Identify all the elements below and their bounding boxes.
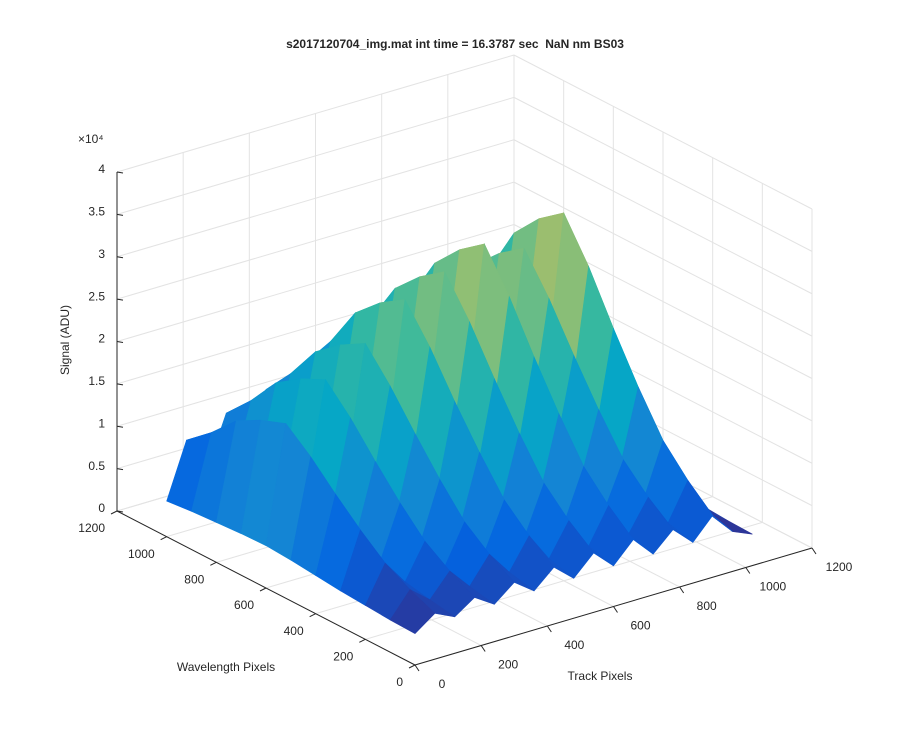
- tick-mark: [309, 613, 316, 618]
- tick-mark: [359, 638, 366, 643]
- y-axis-label: Wavelength Pixels: [177, 660, 275, 674]
- grid-line: [513, 54, 813, 210]
- x-tick-label: 400: [564, 638, 584, 652]
- surface-patch: [389, 589, 436, 635]
- x-tick-label: 200: [498, 658, 518, 672]
- y-tick-label: 600: [234, 598, 254, 612]
- tick-mark: [116, 256, 124, 259]
- z-tick-label: 2.5: [88, 289, 105, 303]
- z-tick-label: 1.5: [88, 374, 105, 388]
- grid-line: [116, 224, 515, 342]
- y-tick-label: 1200: [78, 521, 105, 535]
- tick-mark: [408, 664, 416, 669]
- y-tick-label: 400: [284, 624, 304, 638]
- tick-mark: [116, 171, 124, 174]
- grid-line: [513, 96, 813, 252]
- grid-line: [365, 521, 763, 640]
- grid-line: [513, 139, 813, 295]
- z-tick-label: 2: [98, 332, 105, 346]
- tick-mark: [745, 567, 751, 574]
- tick-mark: [116, 468, 124, 471]
- tick-mark: [679, 586, 685, 594]
- z-axis-label: Signal (ADU): [58, 305, 72, 375]
- y-tick-label: 1000: [128, 547, 155, 561]
- tick-mark: [210, 561, 217, 566]
- z-tick-label: 3.5: [88, 205, 105, 219]
- tick-mark: [480, 645, 486, 652]
- x-tick-label: 1200: [826, 560, 853, 574]
- tick-mark: [116, 383, 124, 386]
- tick-mark: [116, 341, 124, 343]
- x-tick-label: 600: [630, 619, 650, 633]
- tick-mark: [414, 664, 420, 672]
- z-multiplier: ×10⁴: [78, 132, 104, 146]
- tick-mark: [613, 606, 618, 613]
- grid-line: [116, 96, 515, 215]
- grid-line: [116, 139, 515, 258]
- tick-mark: [546, 625, 552, 633]
- tick-mark: [110, 510, 118, 515]
- x-tick-label: 0: [439, 677, 446, 691]
- z-tick-label: 1: [98, 416, 105, 430]
- tick-mark: [116, 425, 124, 428]
- tick-mark: [116, 213, 124, 216]
- z-tick-label: 0.5: [88, 459, 105, 473]
- tick-mark: [160, 536, 167, 541]
- x-tick-label: 800: [697, 599, 717, 613]
- z-tick-label: 4: [98, 162, 105, 176]
- y-tick-label: 0: [396, 675, 403, 689]
- tick-mark: [259, 587, 267, 592]
- y-tick-label: 200: [333, 650, 353, 664]
- x-tick-label: 1000: [759, 580, 786, 594]
- z-tick-label: 0: [98, 501, 105, 515]
- tick-mark: [811, 547, 817, 555]
- x-axis-label: Track Pixels: [568, 669, 633, 683]
- chart-title: s2017120704_img.mat int time = 16.3787 s…: [286, 37, 624, 51]
- grid-line: [513, 181, 813, 337]
- tick-mark: [116, 510, 124, 513]
- z-tick-label: 3: [98, 247, 105, 261]
- grid-line: [116, 54, 515, 173]
- grid-line: [116, 181, 515, 300]
- tick-mark: [116, 298, 124, 301]
- y-tick-label: 800: [184, 573, 204, 587]
